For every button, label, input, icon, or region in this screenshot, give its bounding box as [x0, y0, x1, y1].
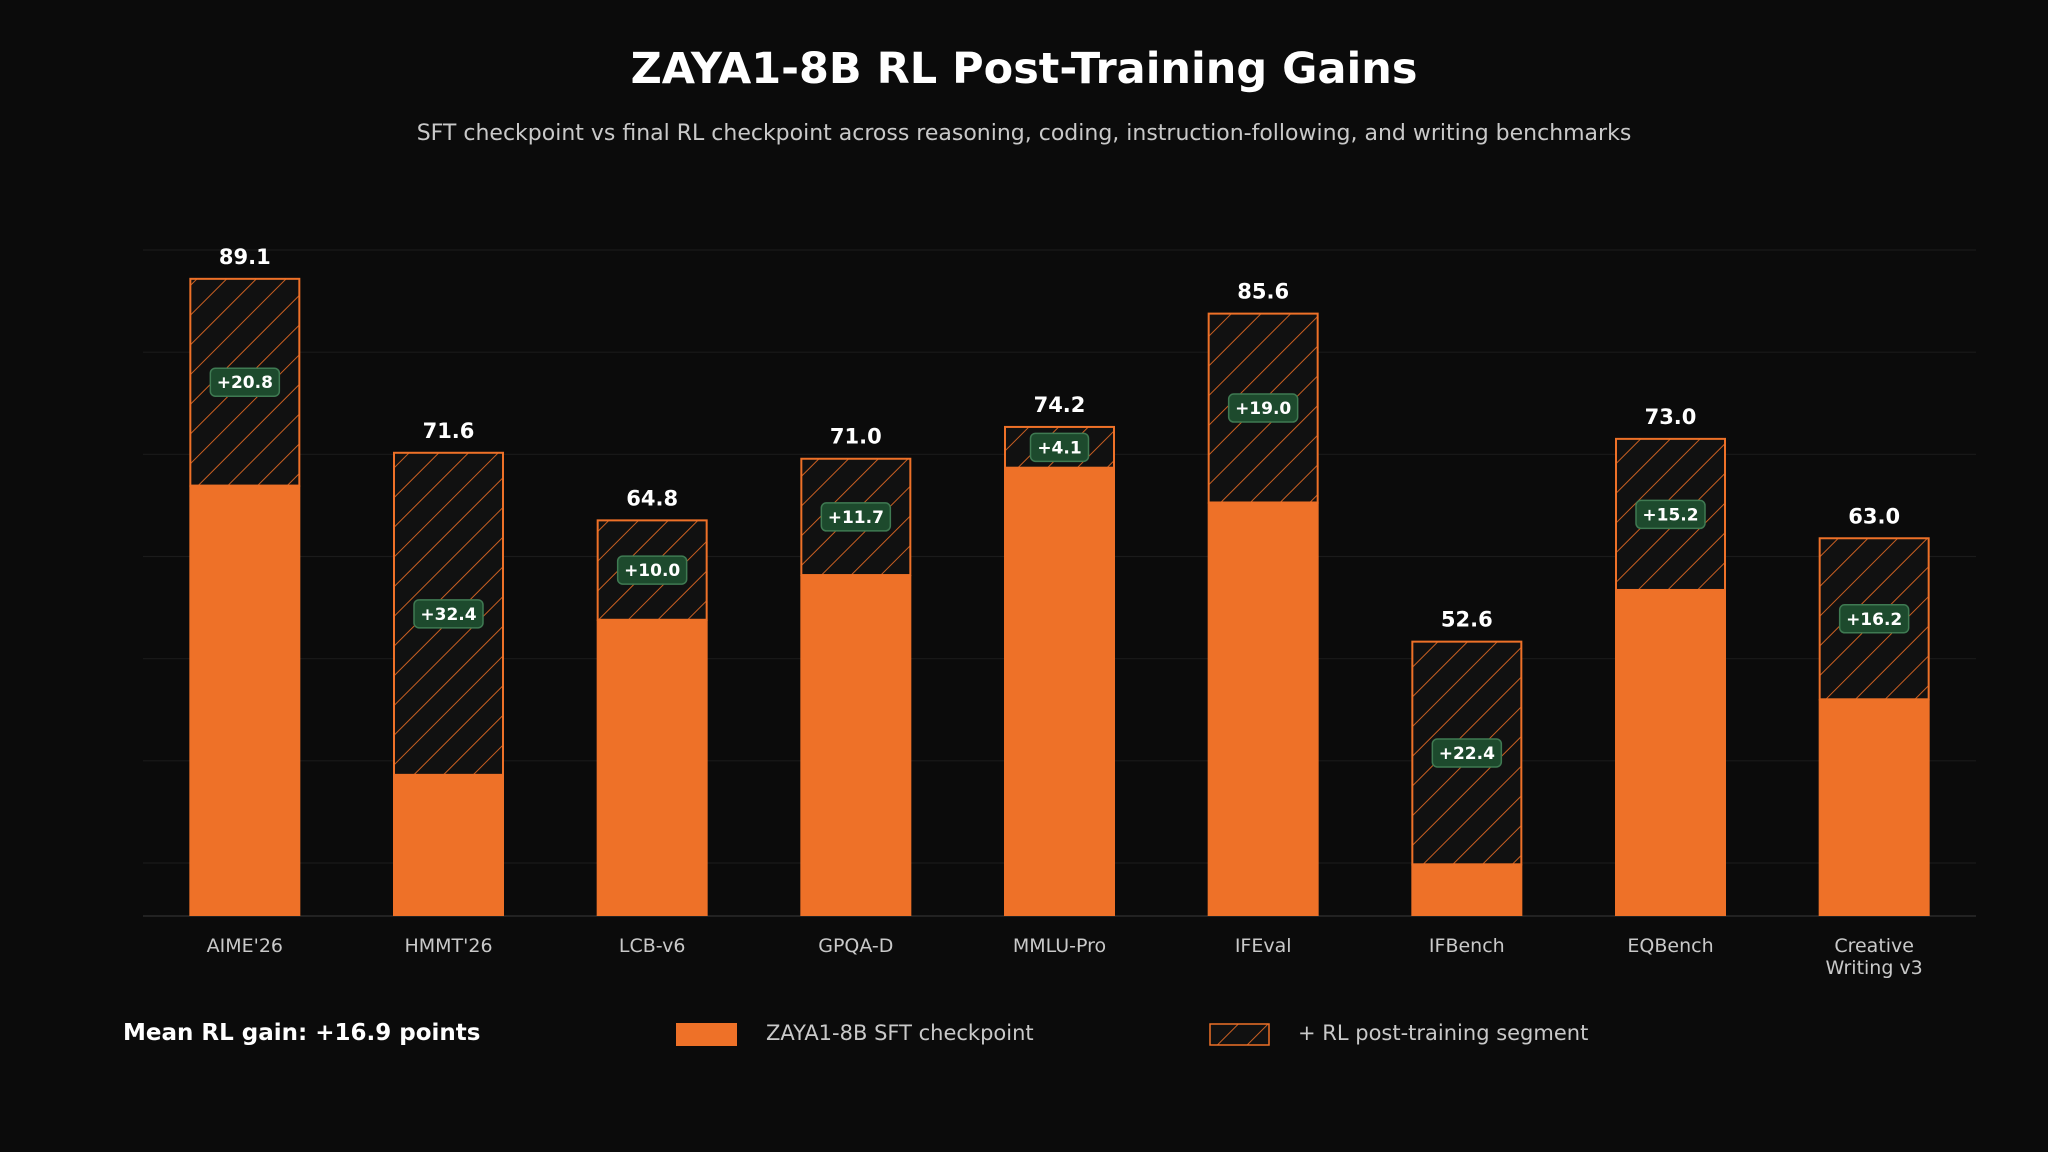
bar-sft — [800, 575, 912, 916]
gain-badge-label: +20.8 — [217, 373, 273, 393]
x-tick-label: Creative Writing v3 — [1826, 935, 1923, 979]
legend-swatch-sft — [676, 1023, 737, 1046]
legend: Mean RL gain: +16.9 points ZAYA1-8B SFT … — [0, 1016, 2048, 1056]
legend-swatch-rl — [1209, 1023, 1270, 1046]
total-value-label: 89.1 — [219, 245, 271, 269]
bar-labels: 89.1 +20.8 AIME'26 71.6 +32.4 HMMT'26 64.8 +10.… — [207, 245, 1923, 979]
gain-badge-label: +16.2 — [1846, 610, 1902, 630]
total-value-label: 71.6 — [423, 419, 475, 443]
bar-sft — [1818, 699, 1930, 916]
mean-gain-text: Mean RL gain: +16.9 points — [123, 1020, 481, 1046]
gain-badge — [1029, 432, 1090, 463]
gain-badge-label: +10.0 — [624, 561, 680, 581]
bar-sft — [189, 485, 301, 916]
gain-badge-label: +4.1 — [1037, 438, 1081, 458]
total-value-label: 71.0 — [830, 425, 882, 449]
bar-sft — [1411, 864, 1523, 916]
chart-subtitle: SFT checkpoint vs final RL checkpoint ac… — [416, 121, 1632, 146]
legend-label-sft: ZAYA1-8B SFT checkpoint — [766, 1021, 1034, 1045]
legend-label-rl: + RL post-training segment — [1298, 1021, 1589, 1045]
gain-badge — [1431, 738, 1503, 768]
total-value-label: 63.0 — [1848, 504, 1900, 528]
bars — [189, 277, 1930, 916]
total-value-label: 73.0 — [1645, 405, 1697, 429]
bar-sft — [596, 619, 708, 916]
x-tick-label: AIME'26 — [207, 935, 283, 957]
gain-badge — [820, 502, 892, 532]
total-value-label: 52.6 — [1441, 608, 1493, 632]
x-tick-label: GPQA-D — [818, 935, 893, 957]
x-tick-label: LCB-v6 — [619, 935, 686, 957]
gain-badge — [209, 367, 281, 397]
bar-sft — [393, 774, 504, 916]
bar-sft — [1615, 589, 1726, 916]
chart-title: ZAYA1-8B RL Post-Training Gains — [630, 44, 1418, 94]
total-value-label: 85.6 — [1237, 280, 1289, 304]
total-value-label: 74.2 — [1034, 393, 1086, 417]
gain-badge — [1635, 499, 1706, 530]
bar-chart: 89.1 +20.8 AIME'26 71.6 +32.4 HMMT'26 64.8 +10.… — [143, 245, 1976, 979]
gain-badge-label: +11.7 — [828, 508, 884, 528]
gain-badge-label: +22.4 — [1439, 744, 1495, 764]
gain-badge — [413, 599, 484, 629]
total-value-label: 64.8 — [626, 486, 678, 510]
gain-badge — [1227, 393, 1299, 423]
x-tick-label: IFEval — [1235, 935, 1292, 957]
x-tick-label: MMLU-Pro — [1013, 935, 1106, 957]
x-tick-label: HMMT'26 — [404, 935, 492, 957]
x-tick-label: EQBench — [1627, 935, 1713, 957]
gain-badge-label: +15.2 — [1642, 505, 1698, 525]
gain-badge-label: +19.0 — [1235, 399, 1291, 419]
bar-sft — [1207, 502, 1319, 916]
gain-badge — [1838, 604, 1910, 634]
bar-sft — [1004, 467, 1115, 916]
gain-badge — [616, 555, 688, 585]
gain-badge-label: +32.4 — [420, 605, 476, 625]
x-tick-label: IFBench — [1429, 935, 1505, 957]
